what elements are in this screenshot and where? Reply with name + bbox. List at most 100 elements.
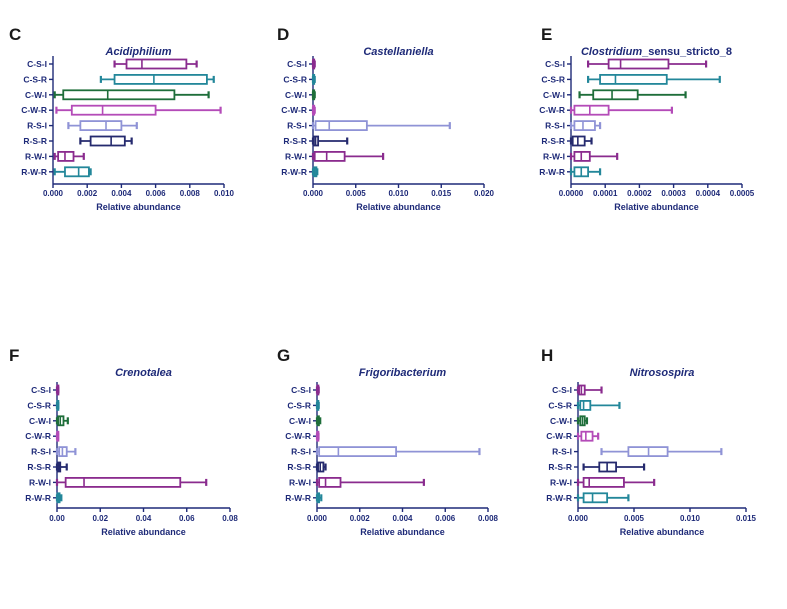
category-label: C-W-R [285,431,311,441]
panel-letter: F [9,346,19,365]
x-tick-label: 0.0004 [696,189,721,198]
box-c-w-i [576,415,589,427]
box-r-w-r [55,492,63,504]
iqr-box [314,120,368,131]
category-label: R-W-I [289,477,311,487]
category-label: C-S-I [291,385,311,395]
box-r-w-r [53,166,92,178]
category-label: R-S-R [287,462,311,472]
panel-title-italic: Clostridium [581,46,642,58]
x-axis-title: Relative abundance [96,202,181,212]
category-label: R-W-R [546,493,572,503]
box-c-w-i [53,89,210,101]
category-label: C-W-I [550,416,572,426]
box-r-s-i [600,446,723,458]
box-r-w-r [311,166,319,178]
x-tick-label: 0.0002 [627,189,652,198]
category-label: R-S-I [552,447,572,457]
category-label: C-W-I [543,90,565,100]
category-label: R-W-R [21,167,47,177]
panel-title-rest: _sensu_stricto_8 [641,46,732,58]
category-label: R-S-I [545,121,565,131]
category-label: C-S-R [283,74,307,84]
x-axis-title: Relative abundance [620,527,705,537]
x-tick-label: 0.0005 [730,189,755,198]
x-tick-label: 0.008 [180,189,201,198]
box-r-w-i [315,476,425,488]
panel-letter: C [9,25,21,44]
box-c-w-r [569,104,673,116]
panel-d: D Castellaniella 0.000 0.005 0.010 0.015 0.020… [277,25,495,212]
category-label: C-W-R [21,105,47,115]
x-tick-label: 0.00 [49,514,65,523]
box-c-s-i [586,58,708,70]
iqr-box [64,166,90,178]
category-label: C-S-I [31,385,51,395]
x-tick-label: 0.015 [431,189,452,198]
box-c-s-r [311,74,316,85]
box-r-s-i [569,120,602,131]
panel-title: Castellaniella [363,46,433,58]
iqr-box [318,476,342,488]
panel-h: H Nitrosospira 0.000 0.005 0.010 0.015 Relativ… [541,346,757,537]
x-axis-title: Relative abundance [360,527,445,537]
category-label: R-S-R [23,136,47,146]
box-r-s-r [79,135,133,147]
category-label: R-S-R [541,136,565,146]
x-tick-label: 0.004 [392,514,413,523]
box-r-s-r [569,135,593,147]
category-label: R-W-I [29,477,51,487]
panel-f: F Crenotalea 0.00 0.02 0.04 0.06 0.08 Relative … [9,346,238,537]
iqr-box [113,74,208,85]
category-label: C-W-I [25,90,47,100]
box-c-s-r [99,74,215,85]
category-label: C-S-I [552,385,572,395]
box-r-w-i [55,476,208,488]
x-tick-label: 0.006 [146,189,167,198]
box-r-s-i [311,120,451,131]
iqr-box [592,89,639,101]
category-label: R-W-I [25,151,47,161]
category-label: R-W-I [543,151,565,161]
box-r-w-r [569,166,602,178]
x-tick-label: 0.006 [435,514,456,523]
iqr-box [313,150,346,162]
box-c-w-i [311,89,316,101]
iqr-box [318,446,397,458]
iqr-box [89,135,126,147]
panel-title: Nitrosospira [630,367,695,379]
category-label: R-S-I [291,447,311,457]
box-r-s-i [315,446,481,458]
box-c-s-r [576,399,621,411]
category-label: C-W-R [546,431,572,441]
iqr-box [607,58,670,70]
box-r-s-r [582,461,646,473]
box-r-s-r [311,135,349,147]
category-label: R-S-R [283,136,307,146]
x-tick-label: 0.010 [214,189,235,198]
x-tick-label: 0.002 [77,189,98,198]
panel-letter: G [277,346,290,365]
panel-title: Crenotalea [115,367,172,379]
panel-letter: E [541,25,552,44]
box-r-s-r [55,461,68,473]
iqr-box [573,104,610,116]
x-tick-label: 0.005 [624,514,645,523]
category-label: R-W-R [539,167,565,177]
iqr-box [573,120,596,131]
box-c-w-i [55,415,69,427]
box-c-w-r [55,430,60,442]
box-r-w-i [53,150,85,162]
iqr-box [70,104,157,116]
category-label: C-W-I [285,90,307,100]
x-tick-label: 0.020 [474,189,495,198]
box-r-w-i [576,476,656,488]
category-label: C-S-R [541,74,565,84]
iqr-box [579,399,592,411]
iqr-box [125,58,188,70]
panel-g: G Frigoribacterium 0.000 0.002 0.004 0.006 0.0… [277,346,499,537]
box-c-s-i [315,384,320,396]
iqr-box [79,120,123,131]
box-c-s-i [311,58,316,70]
